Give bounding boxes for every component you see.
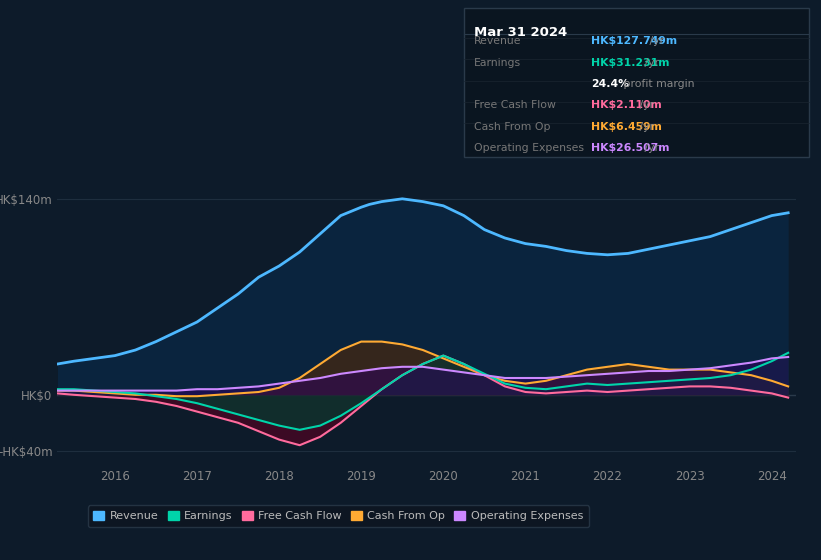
Text: 24.4%: 24.4% <box>591 79 629 89</box>
Text: profit margin: profit margin <box>621 79 695 89</box>
Legend: Revenue, Earnings, Free Cash Flow, Cash From Op, Operating Expenses: Revenue, Earnings, Free Cash Flow, Cash … <box>88 506 589 527</box>
Text: /yr: /yr <box>641 143 659 153</box>
Text: Operating Expenses: Operating Expenses <box>474 143 584 153</box>
Text: /yr: /yr <box>646 36 664 46</box>
Text: Cash From Op: Cash From Op <box>474 122 550 132</box>
Text: HK$31.231m: HK$31.231m <box>591 58 670 68</box>
Text: HK$6.459m: HK$6.459m <box>591 122 662 132</box>
Text: HK$26.507m: HK$26.507m <box>591 143 670 153</box>
Text: Mar 31 2024: Mar 31 2024 <box>474 26 567 39</box>
Text: Free Cash Flow: Free Cash Flow <box>474 100 556 110</box>
Text: Revenue: Revenue <box>474 36 521 46</box>
Text: /yr: /yr <box>636 100 654 110</box>
Text: HK$2.110m: HK$2.110m <box>591 100 662 110</box>
Text: HK$127.749m: HK$127.749m <box>591 36 677 46</box>
Text: Earnings: Earnings <box>474 58 521 68</box>
Text: /yr: /yr <box>636 122 654 132</box>
Text: /yr: /yr <box>641 58 659 68</box>
